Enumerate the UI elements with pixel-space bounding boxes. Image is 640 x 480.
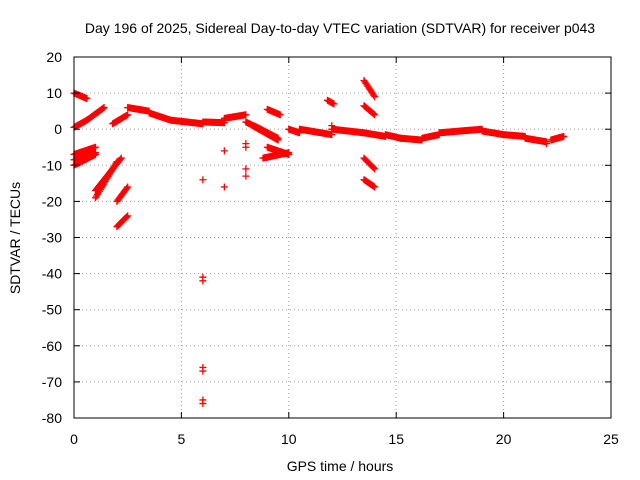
y-tick-label: -60 xyxy=(42,338,62,354)
y-tick-label: 20 xyxy=(46,49,62,65)
data-point xyxy=(560,132,568,140)
data-point xyxy=(83,95,91,103)
chart-title: Day 196 of 2025, Sidereal Day-to-day VTE… xyxy=(85,20,595,36)
data-point xyxy=(124,111,132,119)
data-point xyxy=(274,136,282,144)
data-point xyxy=(116,155,124,163)
data-point xyxy=(220,147,228,155)
data-point xyxy=(370,182,378,190)
y-axis-label: SDTVAR / TECUs xyxy=(7,182,23,294)
data-point xyxy=(99,104,107,112)
x-axis-label: GPS time / hours xyxy=(287,458,394,474)
data-point xyxy=(199,176,207,184)
data-point xyxy=(199,400,207,408)
data-point xyxy=(242,165,250,173)
data-point xyxy=(91,150,99,158)
y-tick-label: -80 xyxy=(42,410,62,426)
x-tick-label: 5 xyxy=(178,431,186,447)
data-point xyxy=(220,183,228,191)
data-point xyxy=(199,367,207,375)
data-point xyxy=(100,104,108,112)
data-point xyxy=(123,213,131,221)
data-point xyxy=(124,183,132,191)
y-tick-label: -70 xyxy=(42,374,62,390)
data-point xyxy=(276,111,284,119)
data-points xyxy=(70,76,568,408)
y-tick-label: 0 xyxy=(54,121,62,137)
data-point xyxy=(242,143,250,151)
data-point xyxy=(371,111,379,119)
y-tick-label: -50 xyxy=(42,302,62,318)
y-tick-label: -20 xyxy=(42,193,62,209)
data-point xyxy=(371,165,379,173)
data-point xyxy=(123,184,131,192)
data-point xyxy=(242,172,250,180)
data-point xyxy=(242,111,250,119)
data-point xyxy=(199,277,207,285)
data-point xyxy=(370,110,378,118)
data-point xyxy=(117,154,125,162)
data-point xyxy=(285,149,293,157)
y-axis-ticks: 20 10 0 -10 -20 -30 -40 -50 -60 -70 -80 xyxy=(42,49,611,426)
data-point xyxy=(370,164,378,172)
x-tick-label: 10 xyxy=(281,431,297,447)
y-tick-label: -40 xyxy=(42,266,62,282)
y-tick-label: 10 xyxy=(46,85,62,101)
x-tick-label: 0 xyxy=(70,431,78,447)
data-point xyxy=(543,140,551,148)
data-point xyxy=(371,183,379,191)
x-tick-label: 15 xyxy=(388,431,404,447)
data-point xyxy=(328,122,336,130)
data-point xyxy=(371,93,379,101)
data-point xyxy=(330,100,338,108)
x-tick-label: 20 xyxy=(496,431,512,447)
data-point xyxy=(124,212,132,220)
y-tick-label: -10 xyxy=(42,157,62,173)
x-axis-ticks: 0 5 10 15 20 25 xyxy=(70,57,619,447)
data-point xyxy=(370,91,378,99)
y-tick-label: -30 xyxy=(42,230,62,246)
x-tick-label: 25 xyxy=(603,431,619,447)
